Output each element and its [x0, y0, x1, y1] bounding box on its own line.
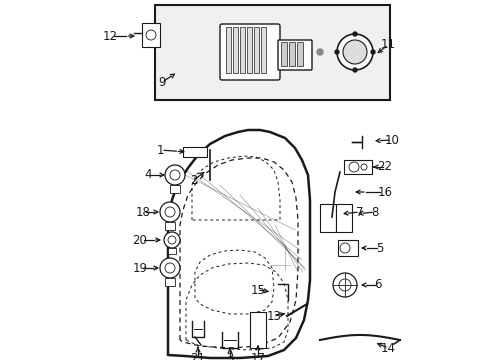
Text: 21: 21 [190, 351, 205, 360]
Bar [249, 312, 265, 348]
Circle shape [316, 49, 323, 55]
Circle shape [164, 207, 175, 217]
Text: 14: 14 [380, 342, 395, 355]
Bar [246, 27, 251, 73]
Bar [240, 27, 244, 73]
Circle shape [164, 165, 184, 185]
Circle shape [168, 236, 176, 244]
Circle shape [160, 202, 180, 222]
Text: 17: 17 [250, 351, 265, 360]
Bar [142, 23, 160, 47]
Text: 1: 1 [156, 144, 163, 157]
Text: 3: 3 [226, 351, 233, 360]
Bar [288, 42, 294, 66]
Bar [183, 147, 206, 157]
Circle shape [342, 40, 366, 64]
Circle shape [332, 273, 356, 297]
Circle shape [339, 243, 349, 253]
Bar [225, 27, 230, 73]
Bar [170, 185, 180, 193]
Circle shape [352, 68, 356, 72]
Text: 4: 4 [144, 168, 151, 181]
Circle shape [160, 258, 180, 278]
Bar [168, 248, 176, 254]
FancyBboxPatch shape [278, 40, 311, 70]
Bar [164, 222, 175, 230]
Bar [319, 204, 335, 232]
Bar [337, 240, 357, 256]
Bar [232, 27, 238, 73]
Bar [281, 42, 286, 66]
Circle shape [352, 32, 356, 36]
Text: 13: 13 [266, 310, 281, 323]
Bar [164, 278, 175, 286]
Text: 22: 22 [377, 161, 392, 174]
Bar [155, 5, 389, 100]
Bar [261, 27, 265, 73]
Circle shape [338, 279, 350, 291]
Circle shape [360, 164, 366, 170]
FancyBboxPatch shape [220, 24, 280, 80]
Text: 10: 10 [384, 134, 399, 147]
Circle shape [348, 162, 358, 172]
Bar [296, 42, 303, 66]
Circle shape [163, 232, 180, 248]
Circle shape [170, 170, 180, 180]
Circle shape [164, 263, 175, 273]
Text: 6: 6 [373, 279, 381, 292]
Text: 5: 5 [376, 242, 383, 255]
Text: 2: 2 [190, 174, 197, 186]
Bar [343, 160, 371, 174]
Circle shape [146, 30, 156, 40]
Text: 16: 16 [377, 185, 392, 198]
Text: 8: 8 [370, 206, 378, 219]
Text: 15: 15 [250, 284, 265, 297]
Text: 20: 20 [132, 234, 147, 247]
Text: 12: 12 [102, 30, 117, 42]
Circle shape [370, 50, 374, 54]
Text: 18: 18 [135, 206, 150, 219]
Text: 7: 7 [356, 206, 363, 219]
Text: 9: 9 [158, 76, 165, 89]
Bar [253, 27, 259, 73]
Text: 19: 19 [132, 261, 147, 274]
Circle shape [336, 34, 372, 70]
Text: 11: 11 [380, 39, 395, 51]
Circle shape [334, 50, 338, 54]
Bar [335, 204, 351, 232]
